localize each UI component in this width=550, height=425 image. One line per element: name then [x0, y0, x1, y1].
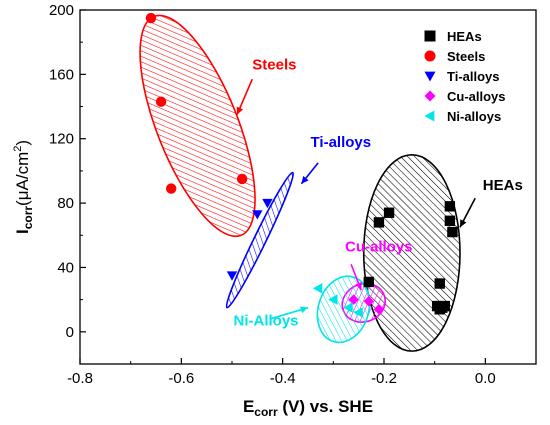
plot-frame — [79, 9, 537, 365]
legend-label-steels: Steels — [447, 49, 485, 64]
y-tick-label: 120 — [49, 131, 74, 148]
annotation-arrowhead-heas — [460, 219, 467, 228]
x-tick-label: 0.0 — [475, 370, 496, 387]
region-ni-alloys — [316, 275, 371, 344]
data-point-cu-alloys — [363, 296, 374, 307]
data-point-ni-alloys — [353, 307, 363, 318]
y-tick-label: 160 — [49, 66, 74, 83]
data-point-heas — [434, 278, 445, 289]
legend-label-ni-alloys: Ni-alloys — [447, 109, 501, 124]
data-point-steels — [236, 173, 248, 185]
legend-marker-ti-alloys — [424, 71, 436, 82]
data-point-ni-alloys — [312, 283, 323, 294]
annotation-ni-alloys: Ni-Alloys — [234, 312, 299, 329]
region-ti-alloys — [225, 171, 295, 309]
annotation-ti-alloys: Ti-alloys — [311, 134, 372, 151]
data-point-heas — [444, 215, 456, 226]
data-point-heas — [383, 207, 395, 218]
data-point-cu-alloys — [348, 294, 359, 305]
data-point-ti-alloys — [262, 198, 273, 209]
data-point-steels — [166, 183, 177, 194]
data-point-heas — [373, 217, 385, 228]
annotation-layer: Steels Ti-alloys HEAs Cu-alloys Ni-Alloys — [234, 57, 523, 330]
points-layer — [145, 12, 458, 318]
annotation-arrowhead-steels — [236, 106, 244, 115]
data-point-ni-alloys — [328, 294, 338, 305]
legend-label-ti-alloys: Ti-alloys — [447, 69, 500, 84]
x-axis-title: Ecorr (V) vs. SHE — [243, 397, 373, 419]
x-tick-label: -0.2 — [371, 370, 397, 387]
data-point-ti-alloys — [226, 271, 238, 281]
annotation-arrowhead-ti-alloys — [301, 175, 309, 184]
legend-label-heas: HEAs — [447, 29, 482, 44]
data-point-heas — [447, 226, 458, 238]
x-tick-label: -0.8 — [67, 370, 93, 387]
annotation-arrowhead-ni-alloys — [300, 306, 308, 314]
legend-marker-steels — [424, 50, 436, 62]
annotation-arrowhead-cu-alloys — [355, 282, 362, 290]
legend-marker-heas — [424, 30, 436, 42]
data-point-heas — [363, 276, 374, 288]
y-tick-label: 200 — [49, 2, 74, 19]
annotation-heas: HEAs — [483, 177, 523, 194]
axes-layer: -0.8 -0.6 -0.4 -0.2 0.0 0 40 80 120 160 200 — [49, 2, 496, 387]
data-point-heas — [439, 300, 450, 312]
data-point-ni-alloys — [343, 302, 353, 313]
annotation-steels: Steels — [252, 57, 296, 74]
x-tick-label: -0.4 — [270, 370, 296, 387]
y-tick-label: 80 — [57, 195, 74, 212]
x-tick-label: -0.6 — [168, 370, 194, 387]
legend-label-cu-alloys: Cu-alloys — [447, 89, 506, 104]
legend: HEAs Steels Ti-alloys Cu-alloys Ni-alloys — [424, 29, 506, 124]
data-point-ti-alloys — [252, 210, 263, 220]
data-point-cu-alloys — [373, 304, 385, 315]
data-point-heas — [444, 201, 456, 212]
y-axis-title: Icorr(μA/cm2) — [12, 140, 35, 234]
legend-marker-ni-alloys — [424, 110, 435, 122]
y-tick-label: 40 — [57, 259, 74, 276]
data-point-steels — [145, 12, 157, 24]
legend-marker-cu-alloys — [424, 90, 436, 102]
annotation-cu-alloys: Cu-alloys — [345, 238, 413, 255]
y-tick-label: 0 — [66, 324, 74, 341]
data-point-steels — [155, 96, 167, 107]
region-layer — [139, 14, 461, 352]
